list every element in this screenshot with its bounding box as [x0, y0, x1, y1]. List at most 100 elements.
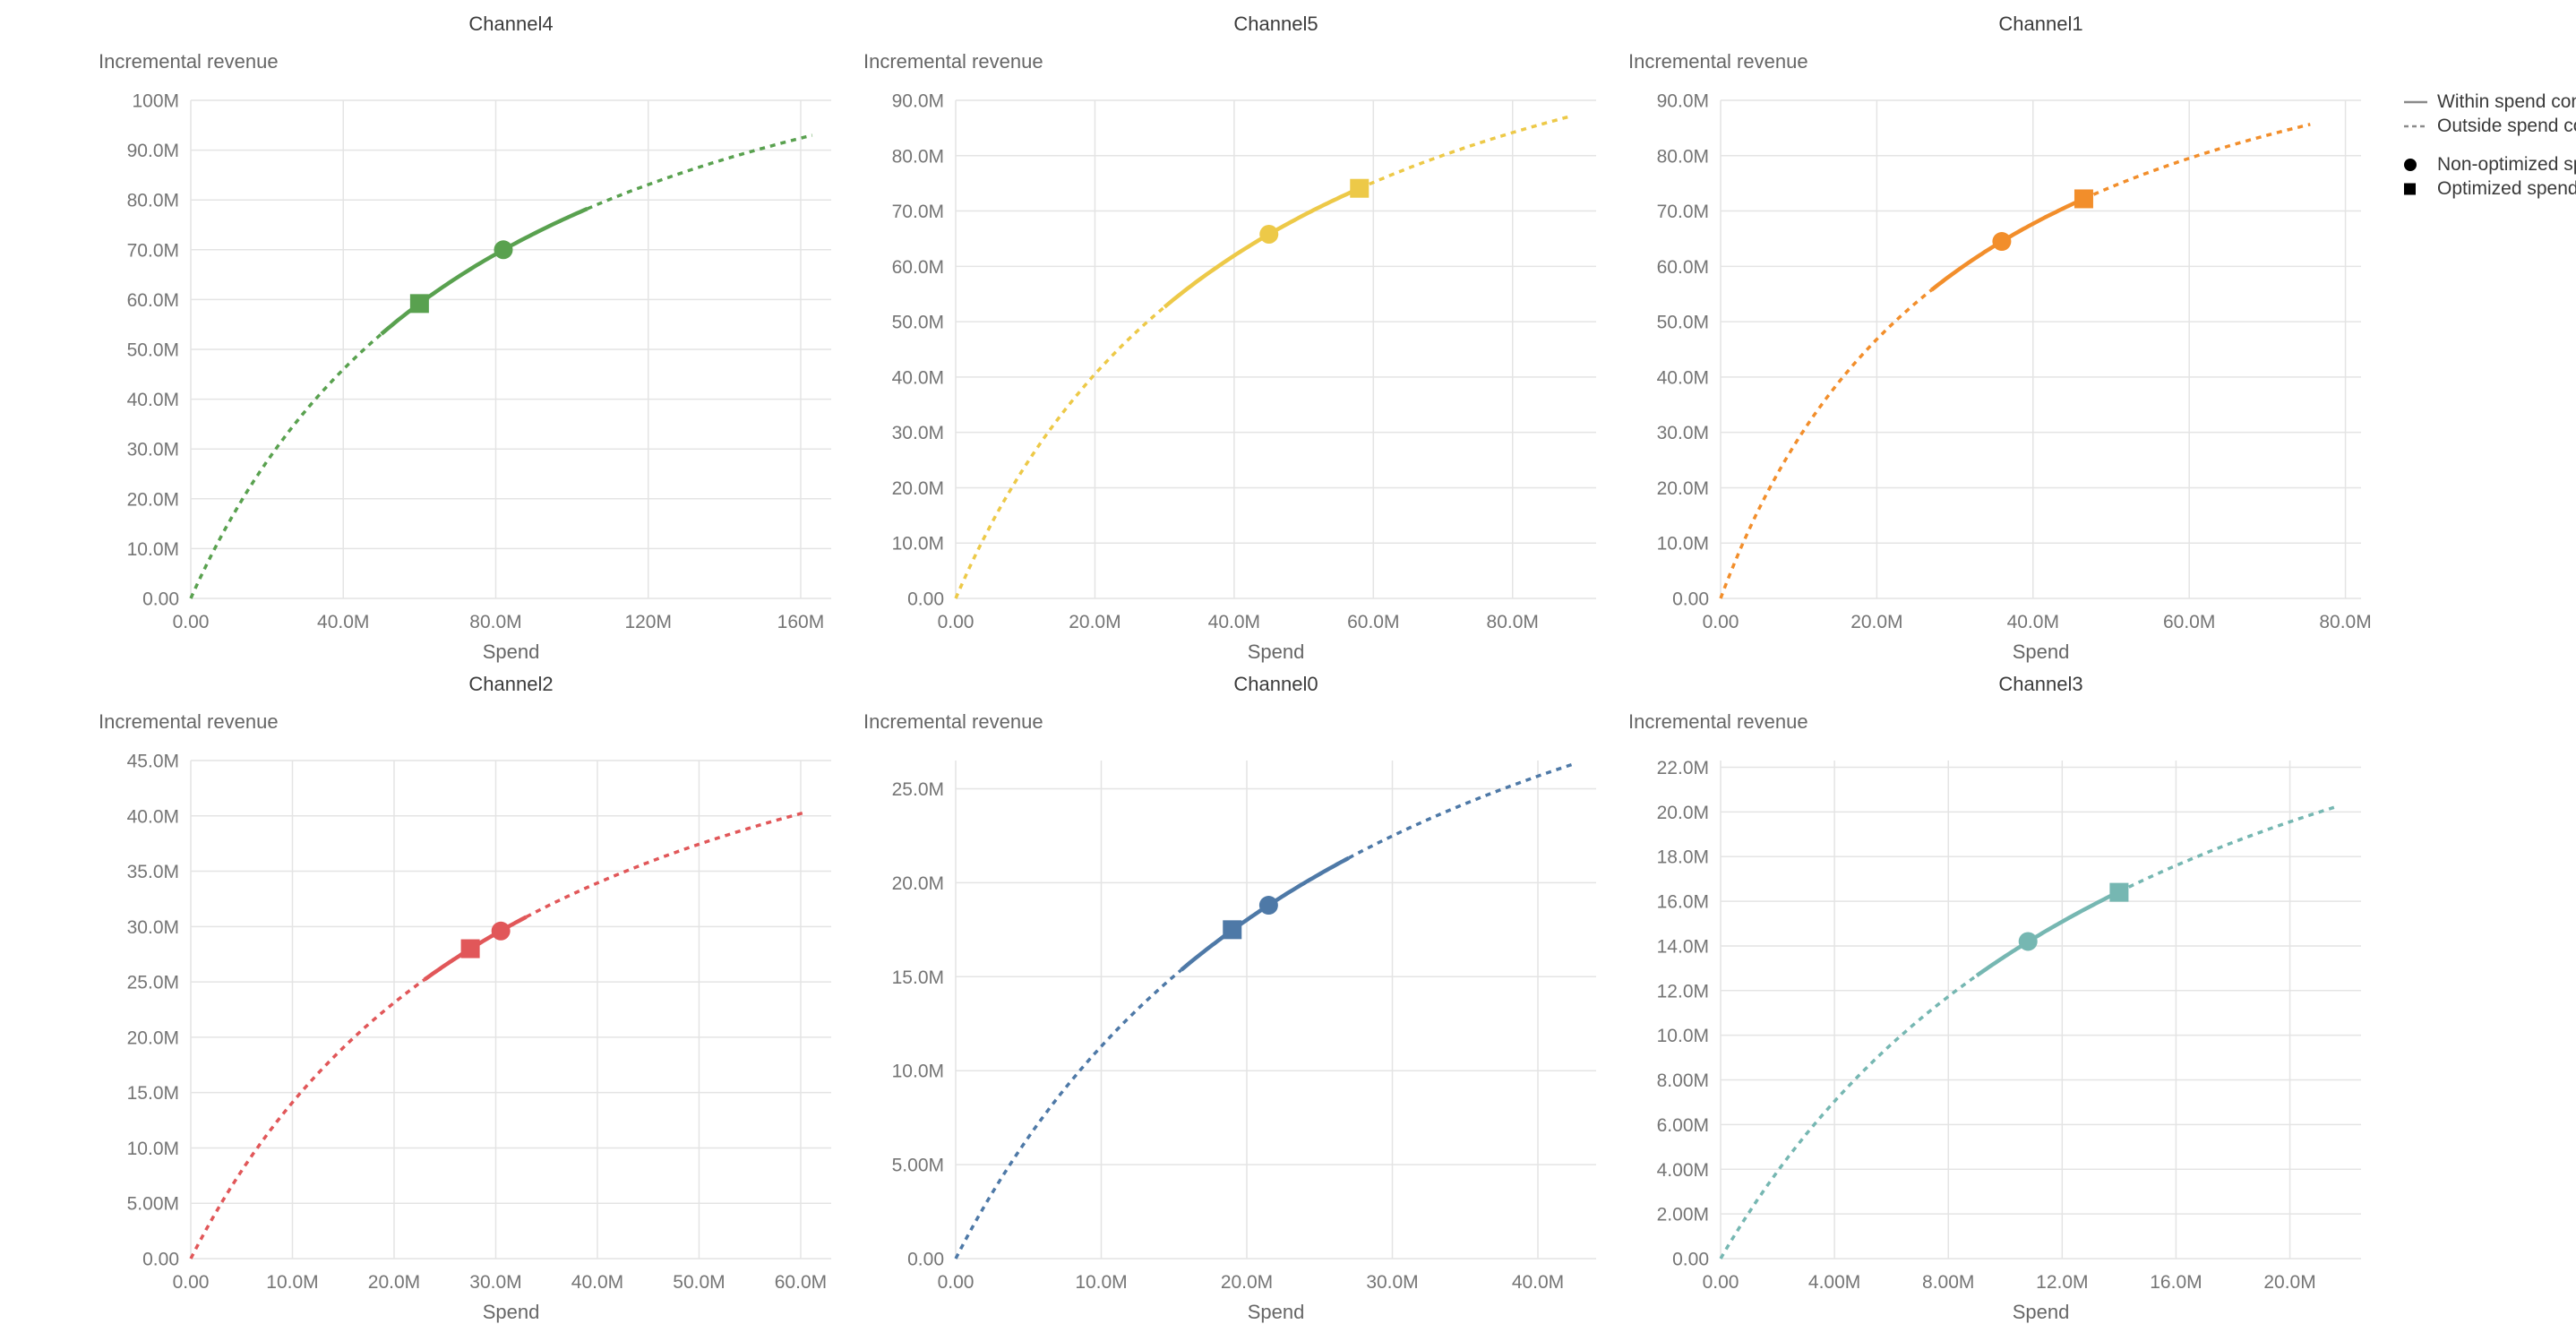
svg-text:50.0M: 50.0M — [127, 340, 179, 361]
svg-text:0.00: 0.00 — [1672, 589, 1709, 610]
circle-marker-icon — [2404, 158, 2417, 171]
svg-text:120M: 120M — [624, 612, 672, 632]
svg-text:30.0M: 30.0M — [1657, 423, 1709, 443]
legend: Within spend constraint Outside spend co… — [2402, 90, 2576, 201]
svg-text:100M: 100M — [132, 91, 179, 112]
svg-text:90.0M: 90.0M — [1657, 91, 1709, 112]
svg-text:35.0M: 35.0M — [127, 862, 179, 882]
plot-area: 0.00 40.0M 80.0M 120M 160M 0.00 10.0M 20.0M 30.0… — [127, 91, 831, 632]
svg-text:30.0M: 30.0M — [127, 917, 179, 938]
non-optimized-spend-marker — [1992, 232, 2012, 252]
svg-text:45.0M: 45.0M — [127, 752, 179, 772]
svg-text:40.0M: 40.0M — [571, 1272, 623, 1293]
plot-area: 0.00 4.00M 8.00M 12.0M 16.0M 20.0M 0.00 2.00M 4.… — [1657, 758, 2361, 1293]
svg-text:70.0M: 70.0M — [892, 202, 944, 222]
svg-text:60.0M: 60.0M — [892, 257, 944, 278]
svg-text:90.0M: 90.0M — [892, 91, 944, 112]
svg-text:80.0M: 80.0M — [1487, 612, 1539, 632]
svg-text:16.0M: 16.0M — [2150, 1272, 2202, 1293]
svg-text:160M: 160M — [777, 612, 825, 632]
svg-text:20.0M: 20.0M — [2263, 1272, 2315, 1293]
svg-text:10.0M: 10.0M — [1075, 1272, 1127, 1293]
svg-text:15.0M: 15.0M — [127, 1083, 179, 1104]
svg-text:20.0M: 20.0M — [1850, 612, 1902, 632]
x-axis-title: Spend — [2012, 641, 2070, 663]
chart-title: Channel1 — [1998, 13, 2083, 35]
optimized-spend-marker — [2109, 882, 2129, 902]
svg-text:60.0M: 60.0M — [1657, 257, 1709, 278]
y-axis-title: Incremental revenue — [863, 50, 1043, 73]
optimized-spend-marker — [1223, 920, 1242, 940]
svg-text:15.0M: 15.0M — [892, 967, 944, 988]
x-axis-title: Spend — [482, 641, 540, 663]
svg-text:20.0M: 20.0M — [1657, 803, 1709, 823]
chart-title: Channel3 — [1998, 673, 2083, 695]
svg-text:20.0M: 20.0M — [127, 1027, 179, 1048]
chart-channel3: Channel3 Incremental revenue 0.00 4.00M 8.… — [1627, 662, 2391, 1323]
svg-text:60.0M: 60.0M — [2163, 612, 2215, 632]
svg-text:80.0M: 80.0M — [127, 191, 179, 211]
svg-text:80.0M: 80.0M — [469, 612, 521, 632]
svg-text:30.0M: 30.0M — [127, 440, 179, 460]
non-optimized-spend-marker — [1258, 896, 1278, 916]
svg-text:50.0M: 50.0M — [1657, 313, 1709, 333]
chart-channel4: Channel4 Incremental revenue 0.00 40.0M 80… — [97, 2, 862, 663]
chart-title: Channel0 — [1233, 673, 1318, 695]
x-axis-title: Spend — [482, 1301, 540, 1323]
svg-text:16.0M: 16.0M — [1657, 892, 1709, 913]
svg-text:80.0M: 80.0M — [892, 146, 944, 167]
plot-area: 0.00 20.0M 40.0M 60.0M 80.0M 0.00 10.0M 20.0M 30… — [1657, 91, 2372, 633]
svg-text:40.0M: 40.0M — [1512, 1272, 1564, 1293]
solid-line-icon — [2404, 100, 2427, 103]
svg-text:0.00: 0.00 — [173, 612, 210, 632]
svg-text:5.00M: 5.00M — [892, 1156, 944, 1176]
svg-text:50.0M: 50.0M — [892, 313, 944, 333]
chart-channel5: Channel5 Incremental revenue 0.00 20.0M 40… — [862, 2, 1627, 663]
svg-text:10.0M: 10.0M — [892, 1062, 944, 1082]
svg-text:50.0M: 50.0M — [673, 1272, 725, 1293]
y-axis-title: Incremental revenue — [99, 710, 279, 733]
svg-text:30.0M: 30.0M — [892, 423, 944, 443]
svg-text:80.0M: 80.0M — [1657, 146, 1709, 167]
optimized-spend-marker — [409, 294, 429, 314]
chart-title: Channel4 — [468, 13, 554, 35]
x-axis-title: Spend — [1247, 1301, 1305, 1323]
svg-text:10.0M: 10.0M — [892, 534, 944, 555]
non-optimized-spend-marker — [494, 240, 513, 260]
svg-text:25.0M: 25.0M — [892, 779, 944, 800]
svg-text:0.00: 0.00 — [173, 1272, 210, 1293]
svg-text:40.0M: 40.0M — [127, 806, 179, 827]
legend-label: Outside spend constraint — [2437, 115, 2576, 136]
legend-item-outside-spend-constraint: Outside spend constraint — [2402, 114, 2576, 138]
svg-text:12.0M: 12.0M — [2036, 1272, 2088, 1293]
svg-text:20.0M: 20.0M — [127, 489, 179, 510]
x-axis-title: Spend — [1247, 641, 1305, 663]
chart-channel0: Channel0 Incremental revenue 0.00 10.0M 20… — [862, 662, 1627, 1323]
svg-text:10.0M: 10.0M — [127, 539, 179, 560]
legend-label: Optimized spend — [2437, 177, 2576, 199]
svg-text:22.0M: 22.0M — [1657, 758, 1709, 778]
y-axis-title: Incremental revenue — [1628, 50, 1808, 73]
non-optimized-spend-marker — [491, 921, 511, 941]
legend-label: Within spend constraint — [2437, 90, 2576, 112]
chart-channel1: Channel1 Incremental revenue 0.00 20.0M 40… — [1627, 2, 2391, 663]
svg-text:10.0M: 10.0M — [1657, 1026, 1709, 1046]
svg-text:20.0M: 20.0M — [1069, 612, 1121, 632]
svg-text:4.00M: 4.00M — [1808, 1272, 1860, 1293]
svg-text:2.00M: 2.00M — [1657, 1205, 1709, 1225]
svg-text:40.0M: 40.0M — [1657, 367, 1709, 388]
optimized-spend-marker — [2074, 189, 2093, 209]
svg-text:70.0M: 70.0M — [1657, 202, 1709, 222]
svg-text:8.00M: 8.00M — [1657, 1070, 1709, 1091]
legend-item-optimized-spend: Optimized spend — [2402, 176, 2576, 201]
svg-text:40.0M: 40.0M — [1208, 612, 1260, 632]
x-axis-title: Spend — [2012, 1301, 2070, 1323]
y-axis-title: Incremental revenue — [99, 50, 279, 73]
chart-title: Channel2 — [468, 673, 554, 695]
svg-text:20.0M: 20.0M — [892, 478, 944, 499]
svg-text:0.00: 0.00 — [1703, 612, 1739, 632]
svg-text:40.0M: 40.0M — [127, 390, 179, 410]
svg-text:60.0M: 60.0M — [127, 290, 179, 311]
svg-text:25.0M: 25.0M — [127, 973, 179, 993]
plot-area: 0.00 20.0M 40.0M 60.0M 80.0M 0.00 10.0M 20.0M 30… — [892, 91, 1596, 632]
